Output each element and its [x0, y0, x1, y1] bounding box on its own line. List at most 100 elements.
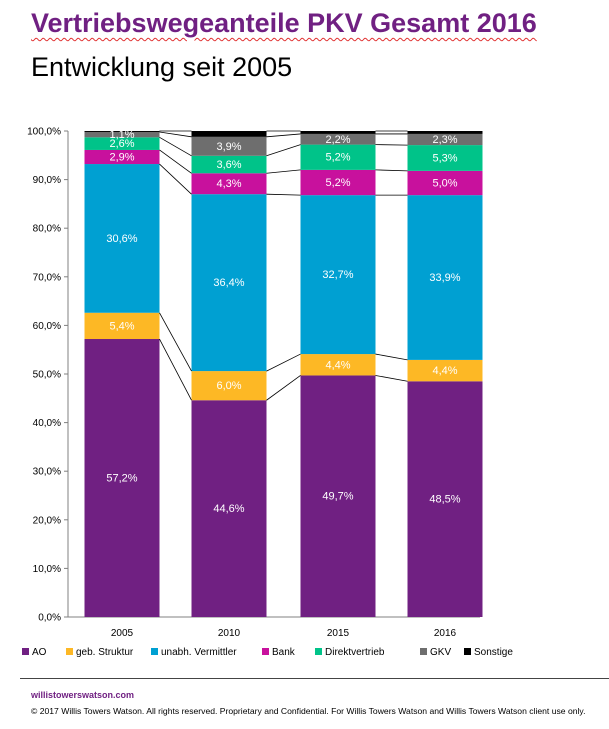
bar-segment	[407, 381, 483, 617]
data-label: 5,2%	[325, 177, 350, 189]
data-label: 5,3%	[432, 152, 457, 164]
series-connector-line	[159, 338, 192, 401]
x-tick-label: 2015	[327, 628, 350, 639]
data-label: 2,2%	[325, 134, 350, 146]
stacked-bar-chart: 0,0% 10,0% 20,0% 30,0% 40,0% 50,0% 60,0% 70,0% 8…	[22, 127, 513, 658]
bar-segment	[84, 164, 160, 313]
footer-copyright: © 2017 Willis Towers Watson. All rights …	[31, 706, 586, 716]
data-label: 44,6%	[213, 503, 244, 515]
y-tick-label: 50,0%	[33, 370, 61, 381]
series-connector-line	[375, 375, 408, 382]
data-label: 5,0%	[432, 178, 457, 190]
y-tick-label: 10,0%	[33, 564, 61, 575]
data-label: 2,3%	[432, 134, 457, 146]
y-tick-label: 70,0%	[33, 272, 61, 283]
data-label: 5,2%	[325, 152, 350, 164]
x-tick-label: 2005	[111, 628, 134, 639]
footer-link[interactable]: willistowerswatson.com	[31, 690, 135, 700]
legend-label: unabh. Vermittler	[161, 647, 237, 658]
data-label: 4,4%	[432, 365, 457, 377]
bar-segment	[300, 144, 376, 170]
x-tick-label: 2016	[434, 628, 457, 639]
legend-label: Sonstige	[474, 647, 513, 658]
bar-segment	[191, 136, 267, 156]
series-connector-line	[266, 144, 301, 157]
bar-segment	[191, 194, 267, 372]
bar-segment	[191, 400, 267, 617]
bar-segment	[191, 173, 267, 195]
series-connector-line	[159, 163, 192, 195]
bar-segment	[300, 133, 376, 145]
data-label: 4,4%	[325, 359, 350, 371]
bar-segment	[407, 170, 483, 196]
page-title: Vertriebswegeanteile PKV Gesamt 2016	[31, 8, 537, 38]
data-label: 1,1%	[109, 129, 134, 141]
y-tick-label: 20,0%	[33, 515, 61, 526]
series-connector-line	[159, 312, 192, 372]
data-label: 3,6%	[216, 159, 241, 171]
x-tick-label: 2010	[218, 628, 241, 639]
series-connector-line	[159, 131, 192, 138]
y-tick-label: 100,0%	[27, 127, 61, 138]
legend-label: GKV	[430, 647, 451, 658]
bar-segment	[300, 375, 376, 617]
data-label: 2,6%	[109, 138, 134, 150]
legend-swatch	[262, 648, 269, 655]
series-connector-line	[266, 193, 301, 196]
legend-swatch	[464, 648, 471, 655]
footer-divider	[20, 678, 609, 679]
y-tick-label: 80,0%	[33, 224, 61, 235]
data-label: 48,5%	[429, 494, 460, 506]
bar-segment	[300, 131, 376, 134]
data-label: 36,4%	[213, 277, 244, 289]
bar-segment	[300, 195, 376, 355]
legend-swatch	[151, 648, 158, 655]
legend-swatch	[22, 648, 29, 655]
y-tick-label: 90,0%	[33, 175, 61, 186]
bar-segment	[84, 312, 160, 340]
data-label: 6,0%	[216, 380, 241, 392]
bar-segment	[407, 195, 483, 360]
series-connector-line	[266, 353, 301, 372]
data-label: 49,7%	[322, 491, 353, 503]
legend-label: geb. Struktur	[76, 647, 134, 658]
y-tick-label: 0,0%	[38, 613, 61, 624]
bar-segment	[191, 155, 267, 174]
legend-label: Direktvertrieb	[325, 647, 385, 658]
legend-swatch	[66, 648, 73, 655]
series-connector-line	[375, 353, 408, 361]
bar-segment	[407, 133, 483, 146]
data-label: 3,9%	[216, 141, 241, 153]
series-connector-line	[375, 169, 408, 172]
series-connector-line	[159, 149, 192, 174]
series-connector-line	[266, 169, 301, 174]
bar-segment	[84, 149, 160, 165]
bar-segment	[191, 131, 267, 137]
bar-segment	[407, 131, 483, 134]
series-connector-line	[159, 136, 192, 157]
bar-segment	[84, 339, 160, 617]
bar-segment	[84, 137, 160, 150]
bar-segment	[84, 131, 160, 138]
y-tick-label: 60,0%	[33, 321, 61, 332]
data-label: 32,7%	[322, 269, 353, 281]
data-label: 33,9%	[429, 272, 460, 284]
data-label: 4,3%	[216, 178, 241, 190]
bar-segment	[407, 359, 483, 382]
legend-swatch	[315, 648, 322, 655]
legend-label: Bank	[272, 647, 296, 658]
data-label: 57,2%	[106, 473, 137, 485]
page-subtitle: Entwicklung seit 2005	[31, 52, 293, 82]
data-label: 5,4%	[109, 320, 134, 332]
legend-swatch	[420, 648, 427, 655]
bar-segment	[84, 131, 160, 132]
bar-segment	[191, 371, 267, 401]
y-tick-label: 40,0%	[33, 418, 61, 429]
legend-label: AO	[32, 647, 47, 658]
data-label: 30,6%	[106, 233, 137, 245]
series-connector-line	[266, 133, 301, 138]
series-connector-line	[266, 375, 301, 401]
bar-segment	[300, 354, 376, 376]
bar-segment	[300, 169, 376, 196]
bar-segment	[407, 145, 483, 171]
